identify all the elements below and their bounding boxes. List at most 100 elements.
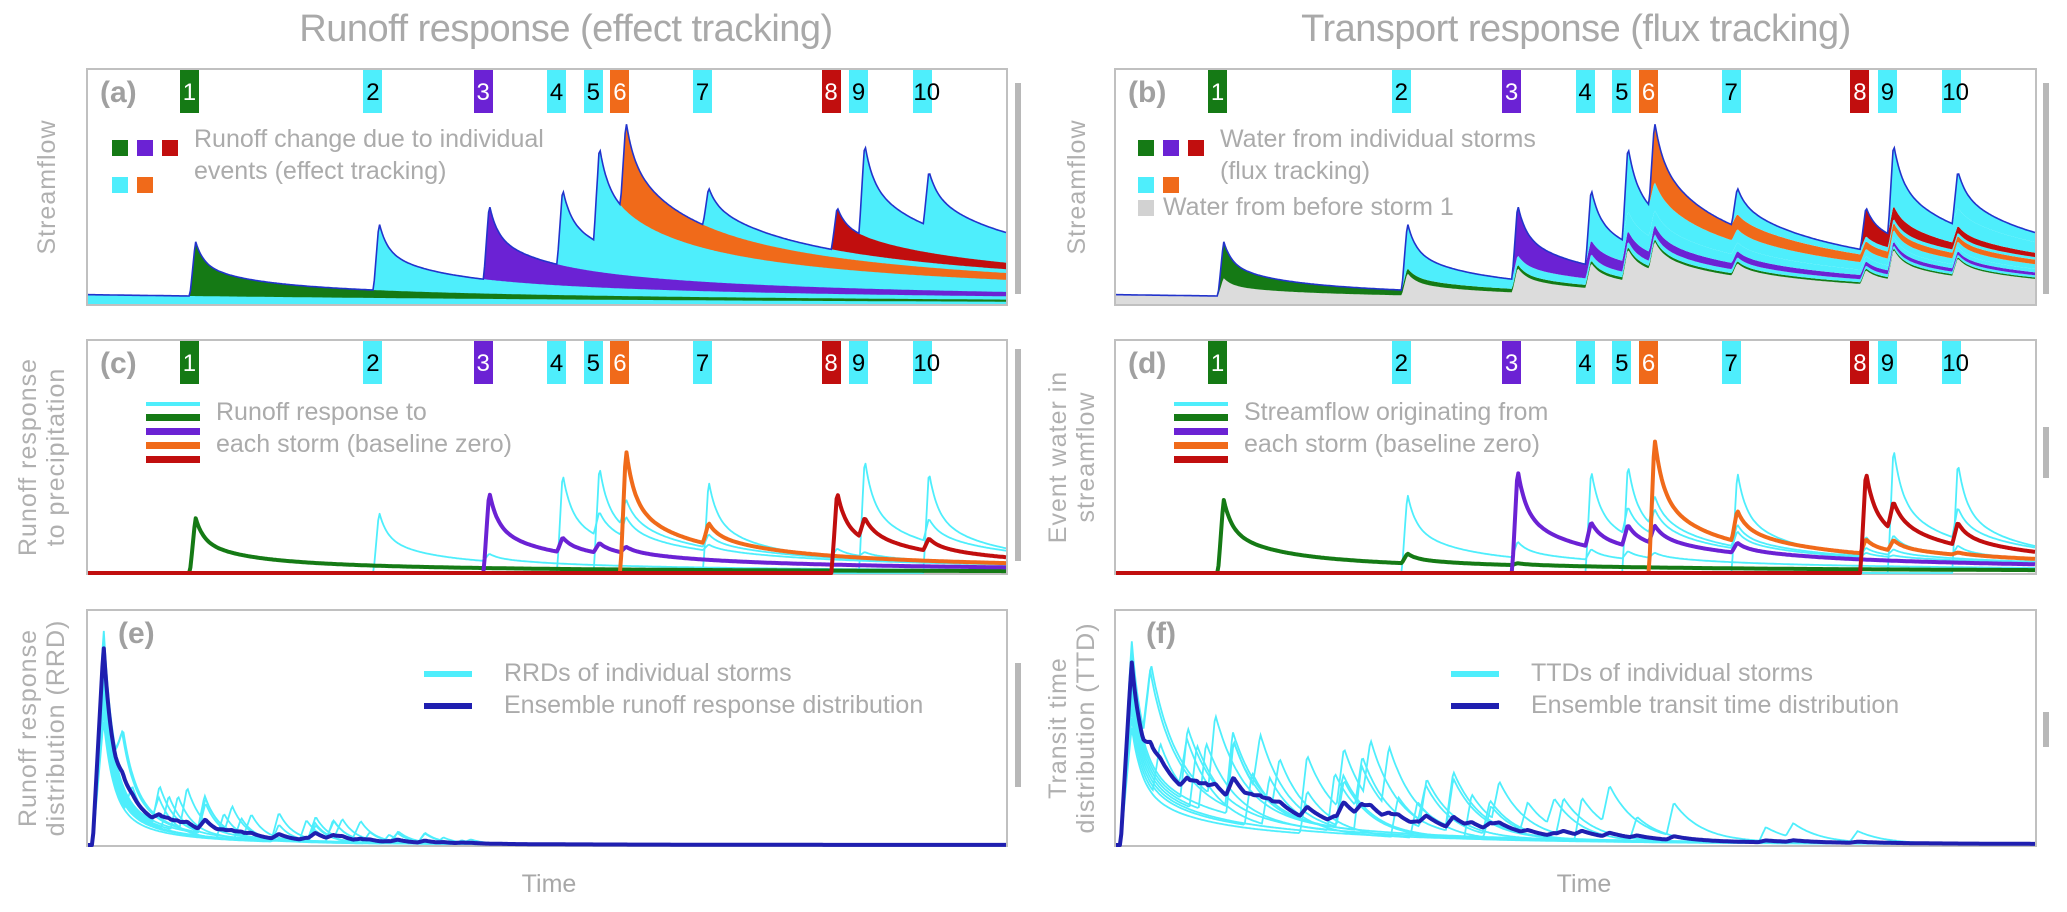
legend-a-line2: events (effect tracking) (194, 157, 447, 185)
scalebar-f (2043, 712, 2049, 747)
ylabel-f: Transit time distribution (TTD) (1044, 622, 1100, 833)
chart-f (1115, 641, 2036, 847)
panel-letter-d: (d) (1128, 347, 1167, 380)
storm-badge-7: 7 (1721, 341, 1741, 384)
legend-line-cyan (146, 402, 200, 406)
ylabel-d-line2: streamflow (1072, 391, 1100, 523)
storm-badge-3: 3 (1502, 70, 1522, 113)
storm-badge-8: 8 (821, 341, 841, 384)
ylabel-c-line1: Runoff response (14, 358, 42, 556)
swatch-purple (1163, 140, 1179, 156)
storm-badge-10: 10 (1942, 341, 1969, 384)
storm-badge-10: 10 (913, 341, 940, 384)
legend-line-purple (1174, 428, 1228, 435)
ylabel-b: Streamflow (1063, 119, 1091, 255)
response-line-storm-5 (1116, 468, 2035, 574)
storm-badge-2: 2 (1391, 70, 1411, 113)
ylabel-e-line1: Runoff response (14, 629, 42, 828)
legend-a-swatches (112, 131, 192, 200)
storm-badge-9: 9 (1877, 341, 1897, 384)
scalebar-e (1015, 663, 1021, 787)
legend-d-lines (1174, 399, 1234, 469)
band-storm-3 (1116, 207, 2035, 296)
panel-letter-c: (c) (100, 347, 137, 380)
panel-e: (e) RRDs of individual storms Ensemble r… (86, 609, 1008, 847)
scalebar-d (2043, 427, 2049, 478)
legend-line-individual (424, 671, 472, 677)
swatch-green (1138, 140, 1154, 156)
legend-c-lines (146, 399, 206, 469)
swatch-gray (1138, 200, 1154, 216)
swatch-red (1188, 140, 1204, 156)
storm-badge-6: 6 (610, 341, 630, 384)
storm-badge-5: 5 (583, 341, 603, 384)
scalebar-b (2043, 83, 2049, 294)
band-storm-2 (1116, 224, 2035, 296)
panel-d: 1 2 3 4 5 6 7 8 9 10 (d) Streamflow originating f… (1114, 339, 2037, 575)
panel-b: 1 2 3 4 5 6 7 8 9 10 (b) Water from individual st… (1114, 68, 2037, 306)
storm-badge-3: 3 (1502, 341, 1522, 384)
storm-badge-1: 1 (179, 70, 199, 113)
scalebar-a (1015, 83, 1021, 294)
legend-line-ensemble (424, 703, 472, 709)
storm-badge-1: 1 (179, 341, 199, 384)
storm-badge-6: 6 (1639, 341, 1659, 384)
panel-letter-f: (f) (1146, 617, 1176, 650)
legend-line-green (1174, 414, 1228, 421)
band-storm-5 (1116, 150, 2035, 296)
legend-b-gray-label: Water from before storm 1 (1163, 193, 1454, 221)
storm-badge-9: 9 (849, 341, 869, 384)
legend-e-line2: Ensemble runoff response distribution (504, 691, 924, 719)
legend-d-line1: Streamflow originating from (1244, 398, 1549, 426)
ensemble-distribution-line (1115, 660, 2036, 847)
swatch-orange (1163, 177, 1179, 193)
storm-badge-5: 5 (583, 70, 603, 113)
ylabel-e: Runoff response distribution (RRD) (14, 620, 70, 837)
xlabel-f: Time (1556, 870, 1612, 898)
legend-line-individual (1451, 671, 1499, 677)
swatch-orange (137, 177, 153, 193)
distribution-line-storm-7 (88, 701, 1006, 846)
legend-line-orange (1174, 442, 1228, 449)
storm-badge-9: 9 (849, 70, 869, 113)
legend-d-line2: each storm (baseline zero) (1244, 430, 1540, 458)
storm-badge-4: 4 (1575, 341, 1595, 384)
ylabel-a: Streamflow (33, 119, 61, 255)
ylabel-f-line1: Transit time (1044, 657, 1072, 799)
legend-line-red (1174, 456, 1228, 463)
storm-badge-2: 2 (363, 341, 383, 384)
area-storm-6 (88, 124, 1006, 296)
chart-e (87, 630, 1007, 847)
ylabel-f-line2: distribution (TTD) (1072, 622, 1100, 834)
legend-e-line1: RRDs of individual storms (504, 659, 792, 687)
storm-badge-5: 5 (1612, 341, 1632, 384)
scalebar-c (1015, 349, 1021, 561)
ylabel-d-line1: Event water in (1044, 370, 1072, 544)
storm-badge-5: 5 (1612, 70, 1632, 113)
ylabel-d: Event water in streamflow (1044, 371, 1100, 543)
storm-badge-7: 7 (693, 341, 713, 384)
chart-a (87, 124, 1007, 304)
legend-line-red (146, 456, 200, 463)
storm-badge-1: 1 (1208, 70, 1227, 113)
storm-badge-7: 7 (693, 70, 713, 113)
storm-badge-2: 2 (1391, 341, 1411, 384)
chart-c (87, 450, 1007, 575)
swatch-cyan (112, 177, 128, 193)
legend-b-line2: (flux tracking) (1220, 157, 1371, 185)
storm-badge-2: 2 (363, 70, 383, 113)
storm-badge-10: 10 (913, 70, 940, 113)
panel-c: 1 2 3 4 5 6 7 8 9 10 (c) Runoff response to each … (86, 339, 1008, 575)
storm-badge-8: 8 (1850, 341, 1870, 384)
legend-c-line2: each storm (baseline zero) (216, 430, 512, 458)
swatch-cyan (1138, 177, 1154, 193)
streamflow-line (1115, 124, 2036, 297)
storm-badge-8: 8 (1850, 70, 1870, 113)
panel-a: 1 2 3 4 5 6 7 8 9 10 (a) Runoff change due to ind… (86, 68, 1008, 306)
swatch-red (162, 140, 178, 156)
storm-badge-9: 9 (1877, 70, 1897, 113)
legend-b-line1: Water from individual storms (1220, 125, 1536, 153)
legend-f-line1: TTDs of individual storms (1531, 659, 1814, 687)
band-storm-1 (1116, 239, 2035, 296)
area-storm-3 (88, 207, 1006, 297)
